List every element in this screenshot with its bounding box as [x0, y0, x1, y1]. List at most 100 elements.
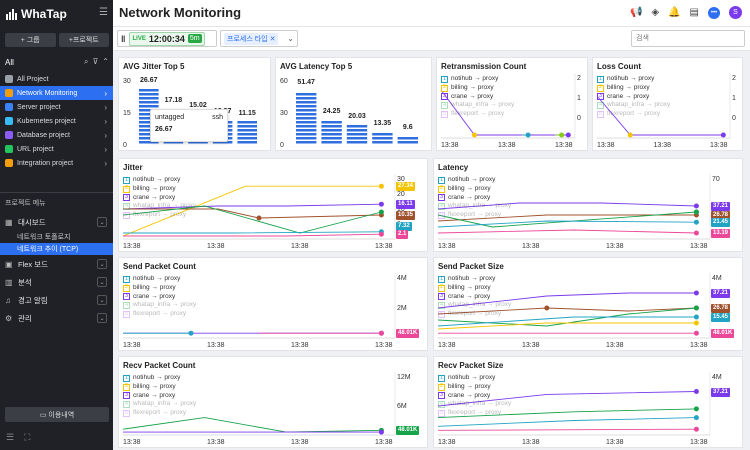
legend-item[interactable]: 1 notihub → proxy — [123, 275, 196, 284]
chevron-down-icon[interactable]: ⌄ — [97, 295, 107, 305]
chevron-down-icon[interactable]: ⌄ — [97, 259, 107, 269]
bar[interactable] — [237, 121, 257, 144]
menu-toggle-icon[interactable]: ☰ — [6, 432, 15, 442]
bar[interactable] — [372, 133, 393, 144]
menu-network-topology[interactable]: 네트워크 토폴로지 — [17, 234, 71, 241]
fullscreen-icon[interactable]: ⛶ — [24, 432, 31, 442]
legend-item[interactable]: 5 flexreport → proxy — [441, 110, 514, 119]
bell-icon[interactable]: 🔔 — [668, 7, 681, 18]
legend-item[interactable]: 1 notihub → proxy — [441, 75, 514, 84]
legend-item[interactable]: 3 crane → proxy — [123, 194, 196, 203]
chevron-down-icon[interactable]: ⌄ — [287, 34, 294, 43]
legend-item[interactable]: 3 crane → proxy — [438, 194, 511, 203]
menu-analysis[interactable]: ▥ 분석 ⌄ — [0, 273, 113, 291]
collapse-sidebar-icon[interactable]: ☰ — [99, 7, 108, 18]
logo[interactable]: WhaTap ☰ — [6, 7, 108, 21]
series-end-point[interactable] — [378, 209, 384, 215]
series-end-point[interactable] — [693, 230, 699, 236]
chevron-right-icon[interactable]: › — [104, 88, 107, 98]
avatar[interactable]: S — [729, 6, 742, 19]
series-end-point[interactable] — [693, 426, 699, 432]
series-end-point[interactable] — [378, 201, 384, 207]
project-item[interactable]: Database project › — [0, 128, 113, 142]
menu-manage[interactable]: ⚙ 관리 ⌄ — [0, 309, 113, 327]
chevron-down-icon[interactable]: ⌄ — [97, 217, 107, 227]
chevron-right-icon[interactable]: › — [104, 116, 107, 126]
series-end-point[interactable] — [693, 330, 699, 336]
series-end-point[interactable] — [565, 132, 571, 138]
series-end-point[interactable] — [378, 429, 384, 435]
legend-item[interactable]: 2 billing → proxy — [597, 84, 670, 93]
project-item[interactable]: All Project — [0, 72, 113, 86]
process-type-select[interactable]: 프로세스 타입 ✕ ⌄ — [220, 30, 298, 47]
legend-item[interactable]: 2 billing → proxy — [123, 383, 196, 392]
legend-item[interactable]: 4 whatap_infra → proxy — [123, 301, 196, 310]
bar[interactable] — [346, 125, 368, 144]
legend-item[interactable]: 3 crane → proxy — [441, 93, 514, 102]
legend-item[interactable]: 4 whatap_infra → proxy — [597, 101, 670, 110]
series-end-point[interactable] — [693, 305, 699, 311]
legend-item[interactable]: 1 notihub → proxy — [597, 75, 670, 84]
series-end-point[interactable] — [188, 330, 194, 336]
close-icon[interactable]: ✕ — [269, 35, 276, 43]
project-item[interactable]: URL project › — [0, 142, 113, 156]
pause-icon[interactable]: ‖ — [121, 33, 126, 44]
legend-item[interactable]: 5 flexreport → proxy — [438, 211, 511, 220]
legend-item[interactable]: 2 billing → proxy — [438, 185, 511, 194]
series-end-point[interactable] — [378, 183, 384, 189]
legend-item[interactable]: 3 crane → proxy — [438, 392, 511, 401]
chat-icon[interactable]: ••• — [708, 6, 720, 19]
chevron-right-icon[interactable]: › — [104, 144, 107, 154]
legend-item[interactable]: 4 whatap_infra → proxy — [438, 202, 511, 211]
menu-alert[interactable]: ♫ 경고 알림 ⌄ — [0, 291, 113, 309]
legend-item[interactable]: 2 billing → proxy — [438, 284, 511, 293]
legend-item[interactable]: 5 flexreport → proxy — [123, 409, 196, 418]
chevron-up-icon[interactable]: ⌃ — [102, 57, 109, 66]
series-point[interactable] — [256, 215, 262, 221]
legend-item[interactable]: 1 notihub → proxy — [438, 275, 511, 284]
series-end-point[interactable] — [693, 389, 699, 394]
legend-item[interactable]: 3 crane → proxy — [597, 93, 670, 102]
chevron-right-icon[interactable]: › — [104, 102, 107, 112]
menu-network-trend[interactable]: 네트워크 추이 (TCP) — [0, 243, 113, 255]
legend-item[interactable]: 5 flexreport → proxy — [123, 310, 196, 319]
legend-item[interactable]: 3 crane → proxy — [438, 293, 511, 302]
calendar-icon[interactable]: ▤ — [689, 7, 699, 18]
menu-flex-board[interactable]: ▣ Flex 보드 ⌄ — [0, 255, 113, 273]
project-item[interactable]: Integration project › — [0, 156, 113, 170]
megaphone-icon[interactable]: 📢 — [629, 7, 643, 18]
legend-item[interactable]: 1 notihub → proxy — [123, 374, 196, 383]
series-end-point[interactable] — [693, 219, 699, 225]
project-item[interactable]: Kubernetes project › — [0, 114, 113, 128]
add-project-button[interactable]: +프로젝트 — [58, 33, 109, 47]
legend-item[interactable]: 4 whatap_infra → proxy — [438, 301, 511, 310]
add-group-button[interactable]: + 그룹 — [5, 33, 56, 47]
search-input[interactable] — [631, 30, 745, 47]
bar[interactable] — [296, 93, 317, 144]
legend-item[interactable]: 5 flexreport → proxy — [438, 409, 511, 418]
project-item[interactable]: Server project › — [0, 100, 113, 114]
legend-item[interactable]: 2 billing → proxy — [438, 383, 511, 392]
series-end-point[interactable] — [693, 320, 699, 326]
legend-item[interactable]: 4 whatap_infra → proxy — [438, 400, 511, 409]
bar[interactable] — [321, 121, 342, 144]
legend-item[interactable]: 5 flexreport → proxy — [597, 110, 670, 119]
legend-item[interactable]: 4 whatap_infra → proxy — [123, 400, 196, 409]
legend-item[interactable]: 3 crane → proxy — [123, 392, 196, 401]
series-end-point[interactable] — [693, 415, 699, 421]
legend-item[interactable]: 2 billing → proxy — [123, 185, 196, 194]
series-end-point[interactable] — [693, 209, 699, 215]
chevron-right-icon[interactable]: › — [104, 130, 107, 140]
series-end-point[interactable] — [693, 406, 699, 412]
usage-button[interactable]: ▭ 이용내역 — [5, 407, 109, 422]
series-end-point[interactable] — [693, 290, 699, 296]
legend-item[interactable]: 4 whatap_infra → proxy — [441, 101, 514, 110]
legend-item[interactable]: 5 flexreport → proxy — [123, 211, 196, 220]
series-end-point[interactable] — [693, 314, 699, 320]
legend-item[interactable]: 5 flexreport → proxy — [438, 310, 511, 319]
legend-item[interactable]: 1 notihub → proxy — [123, 176, 196, 185]
series-end-point[interactable] — [720, 132, 726, 138]
legend-item[interactable]: 2 billing → proxy — [123, 284, 196, 293]
paint-bucket-icon[interactable]: ◈ — [651, 7, 660, 18]
series-end-point[interactable] — [525, 132, 531, 138]
